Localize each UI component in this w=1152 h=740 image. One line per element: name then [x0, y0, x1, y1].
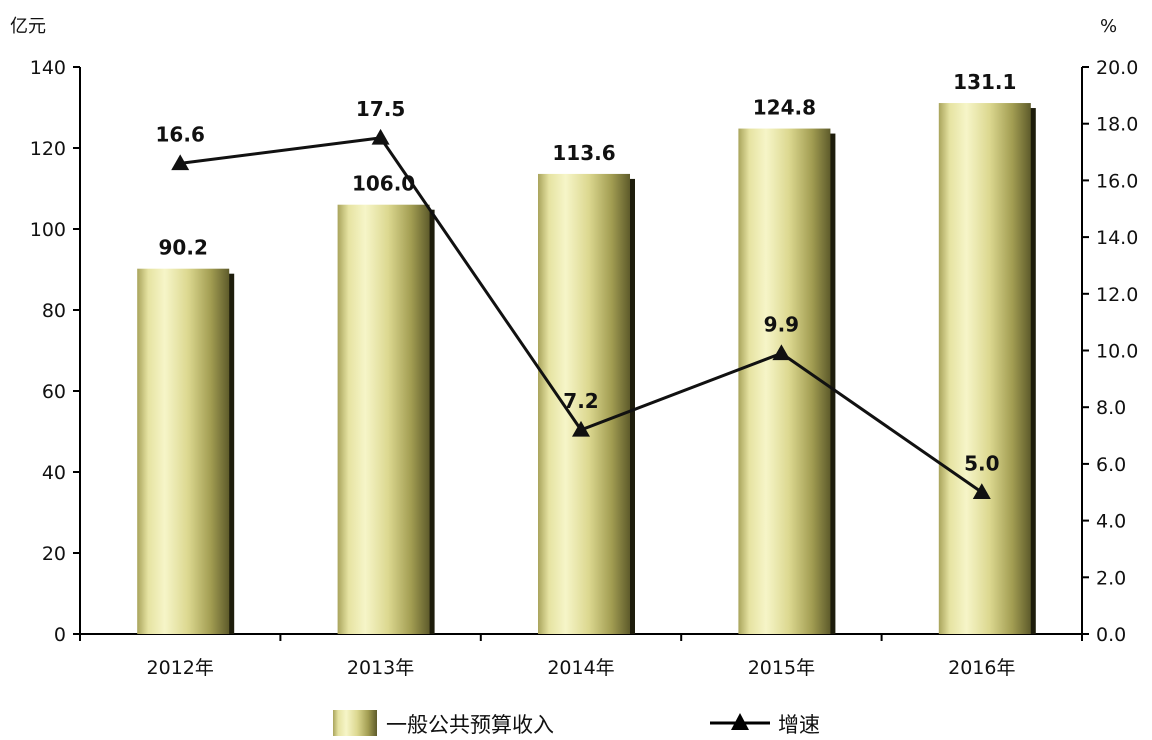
- x-tick-label: 2012年: [147, 657, 214, 679]
- left-y-tick-label: 40: [42, 462, 66, 484]
- bar-value-label: 113.6: [552, 141, 615, 165]
- right-y-tick-label: 12.0: [1096, 284, 1138, 306]
- bar-value-label: 90.2: [159, 236, 208, 260]
- line-value-label: 7.2: [563, 389, 598, 413]
- line-value-label: 5.0: [964, 451, 999, 475]
- left-y-tick-label: 60: [42, 381, 66, 403]
- growth-marker-triangle: [972, 483, 991, 499]
- bar: [337, 204, 430, 634]
- x-tick-label: 2013年: [347, 657, 414, 679]
- line-value-label: 17.5: [356, 97, 405, 121]
- left-y-tick-label: 120: [30, 138, 66, 160]
- legend-bar-swatch: [333, 710, 377, 736]
- left-y-tick-label: 20: [42, 543, 66, 565]
- x-tick-label: 2016年: [948, 657, 1015, 679]
- left-y-tick-label: 0: [54, 624, 66, 646]
- x-tick-label: 2015年: [748, 657, 815, 679]
- right-y-tick-label: 4.0: [1096, 511, 1126, 533]
- bar-value-label: 124.8: [753, 96, 816, 120]
- line-value-label: 9.9: [764, 312, 799, 336]
- bar: [137, 268, 230, 634]
- right-y-tick-label: 8.0: [1096, 397, 1126, 419]
- legend-bar-label: 一般公共预算收入: [386, 713, 554, 737]
- right-y-tick-label: 14.0: [1096, 227, 1138, 249]
- line-value-label: 16.6: [156, 122, 205, 146]
- right-y-tick-label: 10.0: [1096, 341, 1138, 363]
- left-y-unit-label: 亿元: [10, 16, 46, 37]
- growth-marker-triangle: [772, 344, 791, 361]
- bar-value-label: 106.0: [352, 172, 415, 196]
- bar-value-label: 131.1: [953, 70, 1016, 94]
- left-y-tick-label: 140: [30, 57, 66, 79]
- left-y-tick-label: 80: [42, 300, 66, 322]
- bar: [538, 173, 630, 635]
- left-y-tick-label: 100: [30, 219, 66, 241]
- legend-line-label: 增速: [778, 713, 820, 737]
- bar: [738, 128, 831, 634]
- right-y-tick-label: 6.0: [1096, 454, 1126, 476]
- right-y-tick-label: 18.0: [1096, 114, 1138, 136]
- growth-marker-triangle: [572, 420, 590, 437]
- legend-triangle-icon: [731, 713, 749, 730]
- x-tick-label: 2014年: [547, 657, 614, 679]
- growth-marker-triangle: [171, 154, 190, 171]
- right-y-tick-label: 2.0: [1096, 567, 1126, 589]
- right-y-tick-label: 16.0: [1096, 170, 1138, 192]
- right-y-tick-label: 20.0: [1096, 57, 1138, 79]
- bar: [938, 103, 1031, 635]
- right-y-unit-label: %: [1100, 16, 1117, 37]
- right-y-tick-label: 0.0: [1096, 624, 1126, 646]
- growth-marker-triangle: [371, 128, 390, 145]
